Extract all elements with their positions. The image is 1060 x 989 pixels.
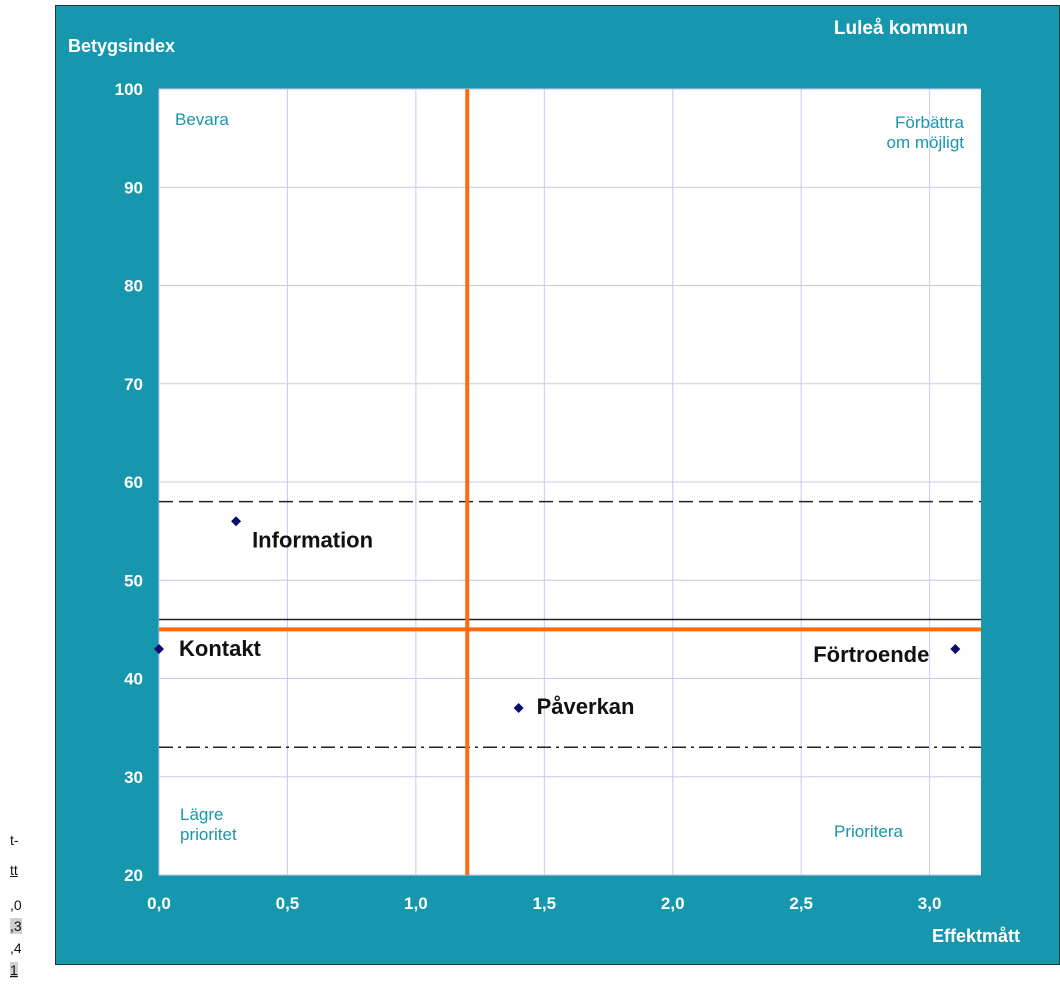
data-point-label: Information (252, 527, 373, 552)
data-point-label: Förtroende (813, 642, 929, 667)
data-point (513, 702, 524, 713)
quadrant-label-bottom-right: Prioritera (834, 822, 903, 841)
y-tick-label: 40 (124, 670, 143, 689)
side-fragment: ,4 (10, 940, 22, 956)
quadrant-label-top-right: Förbättra om möjligt (856, 113, 964, 153)
x-tick-label: 2,5 (789, 894, 813, 913)
y-tick-label: 70 (124, 375, 143, 394)
x-tick-label: 0,0 (147, 894, 171, 913)
y-tick-label: 20 (124, 866, 143, 885)
side-fragment: t- (10, 832, 19, 848)
data-point (950, 644, 961, 655)
side-fragment: ,0 (10, 897, 22, 913)
quadrant-label-top-right-line2: om möjligt (886, 133, 964, 152)
y-tick-label: 80 (124, 277, 143, 296)
y-axis-label: Betygsindex (68, 36, 176, 56)
data-point-label: Kontakt (179, 636, 262, 661)
quadrant-label-top-right-line1: Förbättra (895, 113, 964, 132)
x-tick-label: 2,0 (661, 894, 685, 913)
y-tick-label: 100 (115, 80, 143, 99)
y-tick-label: 30 (124, 768, 143, 787)
x-tick-label: 0,5 (276, 894, 300, 913)
y-tick-label: 60 (124, 473, 143, 492)
side-fragment: tt (10, 862, 18, 878)
data-point-label: Påverkan (537, 694, 635, 719)
x-tick-label: 1,5 (532, 894, 556, 913)
y-tick-label: 90 (124, 178, 143, 197)
side-fragment: 1 (10, 962, 18, 978)
chart-title: Luleå kommun (833, 18, 968, 39)
x-axis-label: Effektmått (932, 926, 1021, 946)
quadrant-label-bottom-left-line2: prioritet (180, 825, 237, 844)
x-tick-label: 1,0 (404, 894, 428, 913)
side-fragment: ,3 (10, 918, 22, 934)
quadrant-label-bottom-left-line1: Lägre (180, 805, 224, 824)
x-tick-label: 3,0 (918, 894, 942, 913)
data-point (154, 644, 164, 655)
quadrant-label-bottom-left: Lägre prioritet (180, 805, 237, 845)
y-tick-label: 50 (124, 571, 143, 590)
quadrant-label-top-left: Bevara (175, 110, 229, 129)
data-point (231, 516, 242, 527)
